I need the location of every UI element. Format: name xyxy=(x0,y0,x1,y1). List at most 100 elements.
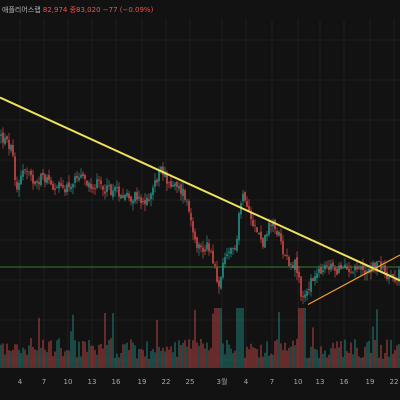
candle-body xyxy=(6,136,8,140)
candle-body xyxy=(130,196,132,202)
candle-body xyxy=(394,277,396,282)
candle-body xyxy=(260,231,262,240)
volume-bar xyxy=(54,351,56,368)
volume-bar xyxy=(172,352,174,368)
candle-body xyxy=(138,196,140,199)
volume-bar xyxy=(2,343,4,368)
candle-body xyxy=(174,183,176,187)
candle-body xyxy=(224,257,226,265)
volume-bar xyxy=(126,342,128,368)
candle-body xyxy=(48,174,50,181)
volume-bar xyxy=(362,357,364,368)
volume-bar xyxy=(318,357,320,368)
volume-bar xyxy=(234,350,236,368)
candle-body xyxy=(214,264,216,266)
candle-body xyxy=(128,193,130,199)
candle-body xyxy=(222,262,224,278)
volume-bar xyxy=(48,341,50,368)
candle-body xyxy=(54,188,56,190)
volume-bar xyxy=(120,353,122,368)
volume-bar xyxy=(136,358,138,368)
volume-bar xyxy=(196,342,198,368)
x-tick-label: 4 xyxy=(244,378,249,386)
volume-bar xyxy=(308,357,310,368)
volume-bar xyxy=(20,352,22,368)
volume-bar xyxy=(66,349,68,368)
candle-body xyxy=(178,186,180,189)
volume-bar xyxy=(116,353,118,368)
candle-body xyxy=(88,182,90,188)
volume-bar xyxy=(256,349,258,368)
volume-bar xyxy=(170,346,172,368)
volume-bar xyxy=(82,340,84,368)
x-tick-label: 7 xyxy=(270,378,274,386)
candle-body xyxy=(252,219,254,226)
volume-bar xyxy=(134,345,136,368)
volume-bar xyxy=(8,350,10,368)
volume-bar xyxy=(96,354,98,368)
volume-bar xyxy=(94,350,96,368)
volume-bar xyxy=(22,347,24,368)
candle-body xyxy=(374,262,376,271)
volume-bar xyxy=(56,340,58,368)
candle-body xyxy=(114,187,116,192)
volume-bar xyxy=(106,344,108,368)
volume-bar xyxy=(4,354,6,368)
candle-body xyxy=(298,271,300,278)
candle-body xyxy=(0,134,2,136)
candle-body xyxy=(232,248,234,249)
candle-body xyxy=(212,250,214,264)
volume-bar xyxy=(52,356,54,368)
volume-bar xyxy=(154,352,156,368)
candle-body xyxy=(368,268,370,273)
candle-body xyxy=(34,181,36,185)
candle-body xyxy=(106,185,108,192)
candle-body xyxy=(322,270,324,272)
volume-bar xyxy=(32,346,34,368)
candle-body xyxy=(38,181,40,185)
volume-bar xyxy=(204,348,206,368)
candle-body xyxy=(324,265,326,270)
candle-body xyxy=(234,247,236,250)
volume-bar xyxy=(184,340,186,368)
candle-body xyxy=(360,266,362,270)
candle-body xyxy=(52,183,54,190)
volume-bar xyxy=(346,351,348,368)
candle-body xyxy=(124,194,126,201)
candle-body xyxy=(68,182,70,188)
volume-bar xyxy=(162,347,164,368)
volume-bar xyxy=(392,353,394,368)
x-tick-label: 10 xyxy=(294,378,303,386)
volume-bar xyxy=(28,345,30,368)
volume-bar xyxy=(312,327,314,368)
volume-bar xyxy=(140,348,142,368)
volume-bar xyxy=(298,308,300,368)
candle-body xyxy=(122,195,124,198)
volume-bar xyxy=(114,357,116,368)
candle-body xyxy=(24,169,26,171)
candle-body xyxy=(164,171,166,177)
candle-body xyxy=(4,137,6,145)
volume-bar xyxy=(356,347,358,368)
volume-bar xyxy=(310,346,312,368)
support-trendline[interactable] xyxy=(307,254,400,306)
volume-bar xyxy=(38,317,40,368)
volume-bar xyxy=(118,357,120,368)
candle-body xyxy=(194,231,196,240)
volume-bar xyxy=(14,344,16,368)
x-tick-label: 13 xyxy=(316,378,325,386)
resistance-trendline[interactable] xyxy=(0,96,400,282)
volume-bar xyxy=(112,313,114,368)
trendlines[interactable] xyxy=(0,96,400,306)
candle-body xyxy=(36,181,38,183)
candle-body xyxy=(310,278,312,292)
candle-body xyxy=(66,184,68,193)
volume-bar xyxy=(274,341,276,368)
candle-body xyxy=(238,213,240,241)
volume-bar xyxy=(158,346,160,368)
volume-bar xyxy=(290,346,292,368)
volume-bar xyxy=(110,338,112,368)
candle-body xyxy=(56,187,58,188)
volume-bar xyxy=(218,308,220,368)
